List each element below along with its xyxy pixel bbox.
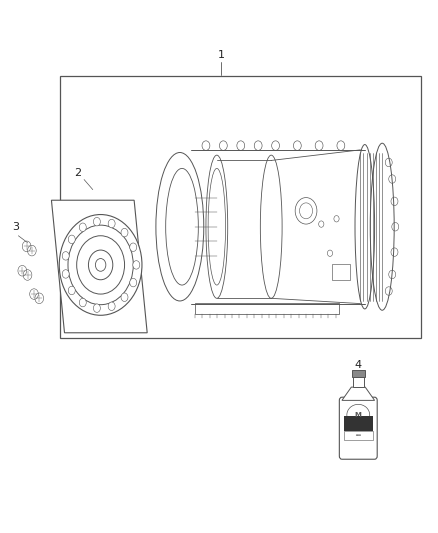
Text: 3: 3 — [12, 222, 19, 232]
Circle shape — [121, 228, 128, 237]
Circle shape — [59, 215, 142, 316]
Circle shape — [93, 304, 100, 312]
Circle shape — [108, 302, 115, 311]
Circle shape — [68, 286, 75, 295]
Bar — [352, 370, 365, 376]
Circle shape — [130, 243, 137, 252]
Text: 1: 1 — [218, 50, 225, 60]
Bar — [60, 76, 421, 338]
FancyBboxPatch shape — [339, 397, 377, 459]
Polygon shape — [51, 200, 147, 333]
Ellipse shape — [347, 405, 370, 425]
Bar — [332, 264, 350, 280]
Text: M: M — [355, 412, 362, 418]
Text: 4: 4 — [355, 360, 362, 370]
Bar — [195, 303, 339, 314]
Bar — [353, 376, 364, 387]
Text: 2: 2 — [74, 168, 81, 178]
Polygon shape — [342, 387, 374, 400]
Circle shape — [108, 219, 115, 228]
Circle shape — [68, 235, 75, 244]
Circle shape — [62, 270, 69, 278]
Circle shape — [133, 261, 140, 269]
Circle shape — [93, 217, 100, 226]
Circle shape — [62, 252, 69, 260]
Circle shape — [79, 223, 86, 231]
Circle shape — [130, 278, 137, 287]
Ellipse shape — [206, 155, 228, 298]
Circle shape — [79, 298, 86, 307]
Ellipse shape — [260, 155, 282, 298]
Text: ══: ══ — [355, 433, 361, 438]
Bar — [344, 416, 373, 431]
Circle shape — [121, 293, 128, 302]
Bar — [344, 431, 373, 440]
